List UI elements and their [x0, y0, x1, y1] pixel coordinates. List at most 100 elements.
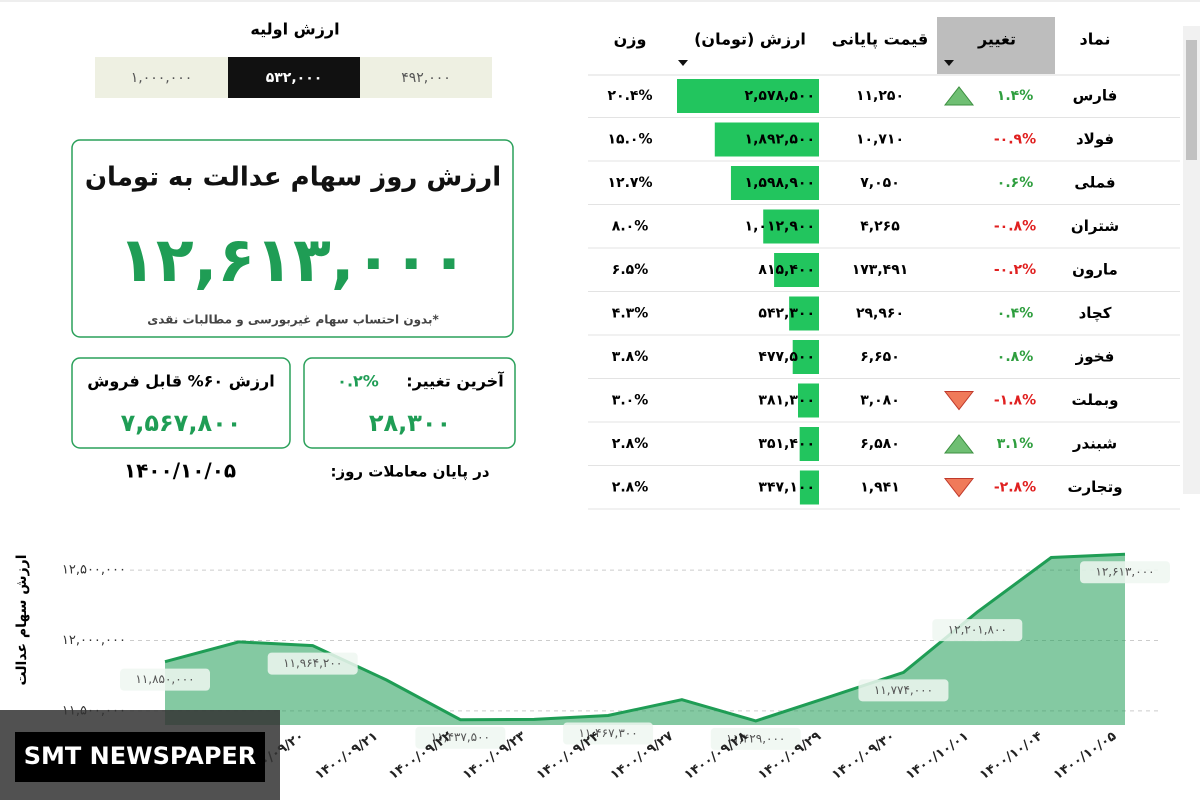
change: -۲.۸%	[994, 480, 1036, 496]
initial-option[interactable]	[228, 57, 360, 98]
value-label: ۱,۸۹۲,۵۰۰	[745, 132, 815, 148]
value-bar	[799, 470, 819, 505]
initial-option[interactable]	[360, 57, 492, 98]
value-label: ۵۴۲,۳۰۰	[758, 306, 815, 322]
data-label: ۱۱,۴۶۷,۳۰۰	[578, 726, 637, 740]
price: ۲۹,۹۶۰	[856, 306, 904, 322]
sorted-header[interactable]	[937, 17, 1055, 74]
trend-up	[943, 86, 975, 106]
date-value: ۱۴۰۰/۱۰/۰۵	[124, 459, 236, 483]
symbol: فملی	[1074, 174, 1115, 192]
sellable-value: ۷,۵۶۷,۸۰۰	[121, 409, 242, 437]
scrollbar-thumb[interactable]	[1186, 40, 1197, 160]
change: -۰.۹%	[994, 132, 1036, 148]
change-label: آخرین تغییر:	[406, 371, 504, 391]
data-label-bg	[858, 679, 949, 702]
table-header[interactable]: قیمت پایانی	[832, 30, 928, 50]
weight: ۴.۳%	[612, 306, 648, 322]
y-tick-label: ۱۲,۰۰۰,۰۰۰	[62, 633, 126, 648]
change-percent: ۰.۲%	[337, 372, 379, 391]
value-label: ۱,۰۱۲,۹۰۰	[745, 219, 815, 235]
sellable-box	[71, 357, 291, 449]
y-axis-title: ارزش سهام عدالت	[14, 554, 30, 685]
value-label: ۸۱۵,۴۰۰	[758, 262, 815, 278]
value-label: ۲,۵۷۸,۵۰۰	[745, 88, 815, 104]
price: ۶,۵۸۰	[860, 436, 900, 452]
weight: ۲۰.۴%	[608, 88, 653, 104]
trend-down	[943, 478, 975, 498]
weight: ۱۵.۰%	[608, 132, 653, 148]
summary-title: ارزش روز سهام عدالت به تومان	[85, 163, 501, 193]
value-label: ۳۴۷,۱۰۰	[758, 480, 815, 496]
data-label: ۱۱,۷۷۴,۰۰۰	[874, 683, 933, 697]
symbol: وبملت	[1071, 391, 1118, 409]
initial-option[interactable]	[95, 57, 228, 98]
change: ۱.۴%	[997, 88, 1033, 104]
symbol: شتران	[1071, 217, 1119, 235]
value-bar	[677, 79, 819, 113]
data-label-bg	[710, 727, 801, 750]
sellable-label: ارزش ۶۰% قابل فروش	[87, 372, 275, 391]
data-label: ۱۱,۴۳۷,۵۰۰	[431, 730, 490, 744]
trend-down	[943, 391, 975, 411]
change: ۰.۶%	[997, 175, 1033, 191]
value-bar	[763, 209, 819, 244]
symbol: مارون	[1072, 261, 1118, 279]
watermark: SMT NEWSPAPER	[24, 742, 257, 770]
symbol: فخوز	[1075, 348, 1115, 366]
value-label: ۴۷۷,۵۰۰	[758, 349, 815, 365]
value-bar	[774, 253, 819, 287]
table-header[interactable]: نماد	[1080, 30, 1111, 49]
table-header[interactable]: وزن	[614, 30, 647, 49]
price: ۱۷۳,۴۹۱	[852, 262, 909, 278]
weight: ۲.۸%	[612, 436, 648, 452]
sort-arrow	[678, 60, 688, 66]
symbol: کچاد	[1079, 304, 1112, 323]
symbol: شبندر	[1072, 435, 1117, 453]
price: ۴,۲۶۵	[860, 219, 900, 235]
trend-up	[943, 434, 975, 454]
value-bar	[730, 166, 819, 200]
data-label-bg	[932, 619, 1023, 642]
data-label: ۱۱,۸۵۰,۰۰۰	[135, 672, 194, 686]
data-label-bg	[563, 722, 654, 745]
price: ۱۱,۲۵۰	[856, 88, 904, 104]
data-label-bg	[415, 726, 506, 749]
weight: ۲.۸%	[612, 480, 648, 496]
initial-option-label: ۵۳۲,۰۰۰	[266, 70, 323, 86]
value-bar	[799, 427, 819, 461]
data-label: ۱۱,۴۲۹,۰۰۰	[726, 731, 785, 745]
value-bar	[792, 340, 819, 374]
table-header[interactable]: تغییر	[977, 30, 1016, 49]
data-label-bg	[1080, 561, 1170, 584]
symbol: فارس	[1073, 87, 1118, 105]
value-bar	[789, 296, 819, 331]
data-label: ۱۱,۹۶۴,۲۰۰	[283, 656, 342, 670]
table-header[interactable]: ارزش (تومان)	[694, 30, 806, 49]
change-value: ۲۸,۳۰۰	[369, 409, 451, 437]
data-label: ۱۲,۲۰۱,۸۰۰	[948, 623, 1007, 637]
data-label-bg	[267, 652, 358, 675]
change: ۰.۸%	[997, 349, 1033, 365]
watermark-box	[15, 732, 265, 782]
weight: ۱۲.۷%	[608, 175, 653, 191]
weight: ۳.۰%	[612, 393, 648, 409]
change: ۰.۴%	[997, 306, 1033, 322]
symbol: فولاد	[1076, 130, 1114, 148]
value-bar	[714, 122, 819, 157]
initial-option-label: ۴۹۲,۰۰۰	[401, 70, 451, 86]
change: -۱.۸%	[994, 393, 1036, 409]
data-label: ۱۲,۶۱۳,۰۰۰	[1095, 565, 1154, 579]
value-label: ۳۸۱,۳۰۰	[758, 393, 815, 409]
sort-arrow	[944, 60, 954, 66]
value-bar	[798, 383, 819, 418]
price: ۱۰,۷۱۰	[856, 132, 904, 148]
change-box	[303, 357, 516, 449]
value-label: ۱,۵۹۸,۹۰۰	[745, 175, 815, 191]
initial-option-label: ۱,۰۰۰,۰۰۰	[131, 70, 193, 86]
change: ۳.۱%	[997, 436, 1033, 452]
price: ۱,۹۴۱	[860, 480, 900, 496]
data-label-bg	[120, 668, 210, 691]
summary-value: ۱۲,۶۱۳,۰۰۰	[118, 223, 468, 296]
